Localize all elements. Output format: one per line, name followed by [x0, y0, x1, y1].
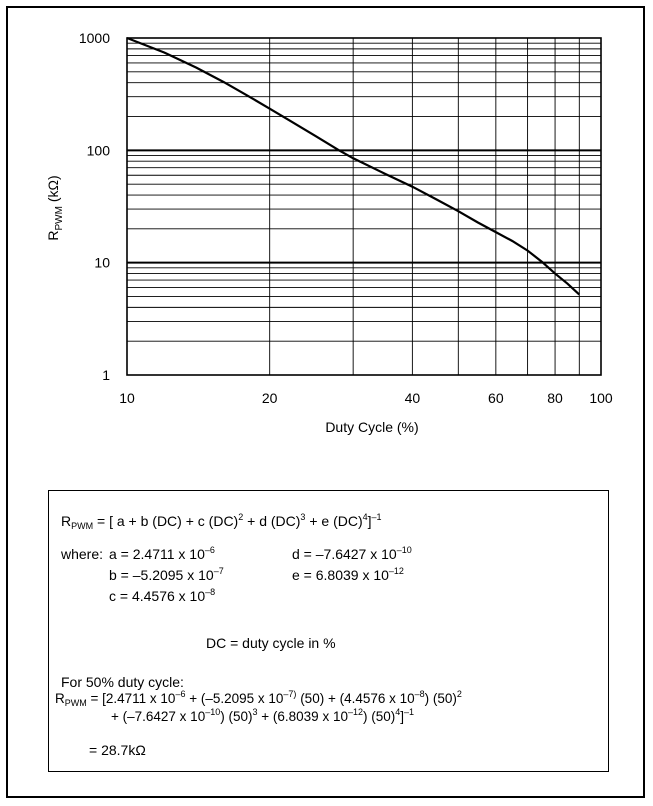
x-tick-label: 20: [262, 390, 278, 406]
rpwm-curve: [126, 36, 581, 296]
y-axis-label-main: R: [45, 231, 61, 241]
y-tick-label: 10: [94, 255, 110, 271]
coeff-c: c = 4.4576 x 10–8: [109, 587, 216, 604]
y-axis-label: RPWM (kΩ): [45, 175, 65, 240]
x-axis-label: Duty Cycle (%): [325, 419, 418, 435]
coeff-b: b = –5.2095 x 10–7: [109, 566, 224, 583]
example-heading: For 50% duty cycle:: [61, 674, 184, 690]
y-tick-label: 100: [87, 142, 111, 158]
example-line-1: RPWM = [2.4711 x 10–6 + (–5.2095 x 10–7)…: [55, 689, 462, 708]
minor-grid: [127, 38, 601, 375]
x-tick-label: 60: [488, 390, 504, 406]
coeff-e: e = 6.8039 x 10–12: [292, 566, 404, 583]
formula-main: RPWM = [ a + b (DC) + c (DC)2 + d (DC)3 …: [61, 512, 382, 531]
y-axis-label-sub: PWM: [54, 206, 65, 230]
example-line-2: + (–7.6427 x 10–10) (50)3 + (6.8039 x 10…: [111, 707, 415, 724]
example-result: = 28.7kΩ: [89, 742, 146, 758]
figure-frame: [6, 6, 645, 798]
y-axis-label-unit: (kΩ): [45, 175, 61, 206]
x-tick-label: 40: [405, 390, 421, 406]
formula-box: RPWM = [ a + b (DC) + c (DC)2 + d (DC)3 …: [48, 490, 609, 772]
x-tick-label: 10: [119, 390, 135, 406]
y-tick-label: 1000: [79, 30, 110, 46]
y-tick-labels: 1 10 100 1000: [79, 30, 110, 383]
x-tick-label: 100: [589, 390, 613, 406]
y-tick-label: 1: [102, 367, 110, 383]
dc-definition: DC = duty cycle in %: [206, 635, 336, 651]
coeff-d: d = –7.6427 x 10–10: [292, 545, 412, 562]
coeff-a: a = 2.4711 x 10–6: [109, 545, 215, 562]
x-tick-labels: 10 20 40 60 80 100: [119, 390, 613, 406]
x-tick-label: 80: [547, 390, 563, 406]
major-grid: [127, 149, 601, 264]
plot-area-border: [126, 37, 602, 376]
coeff-where: where:: [61, 546, 104, 562]
